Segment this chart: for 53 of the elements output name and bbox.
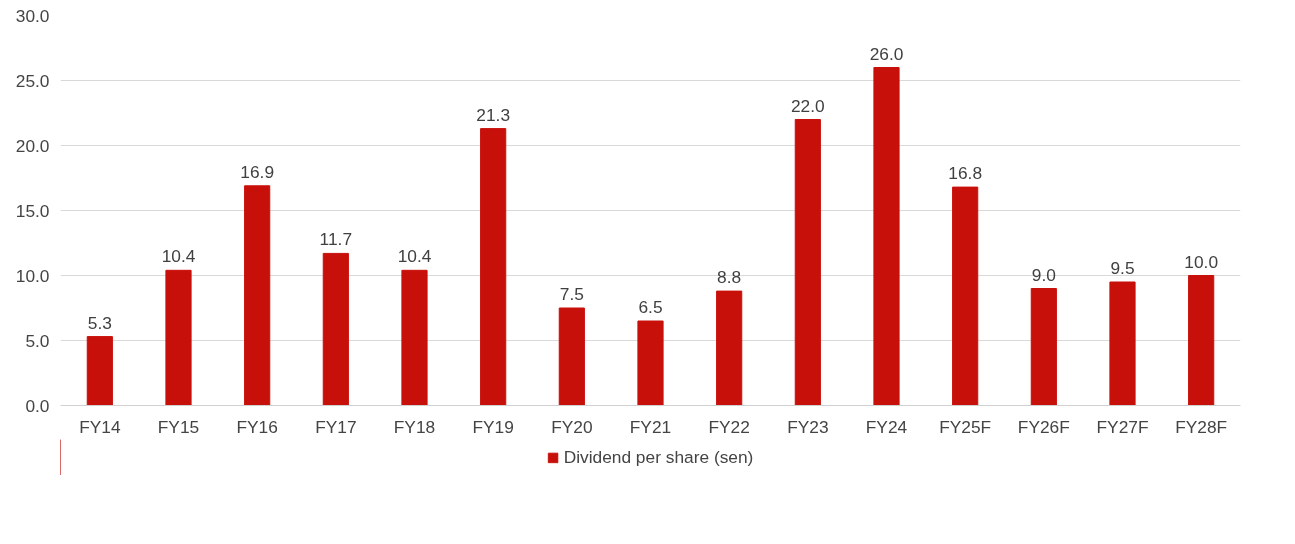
y-tick-label: 30.0	[15, 5, 50, 26]
data-label: 6.5	[638, 297, 663, 317]
bar	[165, 269, 192, 406]
legend-label: Dividend per share (sen)	[563, 446, 754, 468]
data-label: 10.4	[161, 246, 196, 267]
y-tick-label: 25.0	[15, 70, 50, 91]
x-tick-label: FY23	[787, 416, 829, 437]
y-tick-label: 10.0	[15, 265, 50, 286]
bar	[401, 269, 428, 406]
data-label: 26.0	[869, 43, 904, 64]
bar	[244, 185, 271, 406]
x-tick-label: FY25F	[939, 416, 992, 437]
data-label: 16.9	[240, 161, 275, 182]
bar	[1188, 275, 1215, 406]
x-tick-label: FY18	[393, 416, 436, 437]
data-label: 10.0	[1184, 251, 1219, 272]
x-tick-label: FY20	[551, 416, 593, 437]
x-tick-label: FY15	[157, 416, 200, 437]
bar	[1030, 288, 1057, 406]
bar	[322, 252, 349, 406]
x-tick-label: FY17	[315, 416, 357, 437]
x-tick-label: FY27F	[1096, 416, 1149, 437]
x-tick-label: FY26F	[1017, 416, 1070, 437]
y-tick-label: 15.0	[15, 200, 50, 221]
bar	[952, 186, 979, 406]
x-tick-label: FY19	[472, 416, 514, 437]
data-label: 8.8	[717, 267, 742, 288]
data-label: 5.3	[87, 312, 112, 333]
data-label: 9.5	[1110, 258, 1135, 278]
y-tick-label: 5.0	[25, 330, 50, 351]
bar	[716, 290, 743, 406]
data-label: 11.7	[319, 229, 353, 250]
bar	[637, 320, 664, 406]
y-tick-label: 20.0	[15, 135, 50, 156]
data-label: 7.5	[559, 284, 584, 304]
x-tick-label: FY14	[79, 416, 121, 437]
x-tick-label: FY21	[629, 416, 672, 437]
x-tick-label: FY24	[865, 416, 908, 437]
bar	[480, 128, 507, 406]
x-tick-label: FY28F	[1175, 416, 1228, 437]
x-tick-label: FY16	[236, 416, 278, 437]
bar	[794, 119, 821, 406]
bar	[86, 336, 113, 406]
data-label: 22.0	[790, 95, 825, 116]
bar	[558, 307, 585, 406]
bar	[1109, 281, 1136, 406]
data-label: 21.3	[476, 104, 511, 125]
data-label: 9.0	[1031, 264, 1056, 285]
data-label: 16.8	[948, 163, 983, 184]
bar	[873, 67, 900, 406]
data-label: 10.4	[397, 246, 432, 267]
y-tick-label: 0.0	[25, 395, 50, 416]
x-tick-label: FY22	[708, 416, 750, 437]
